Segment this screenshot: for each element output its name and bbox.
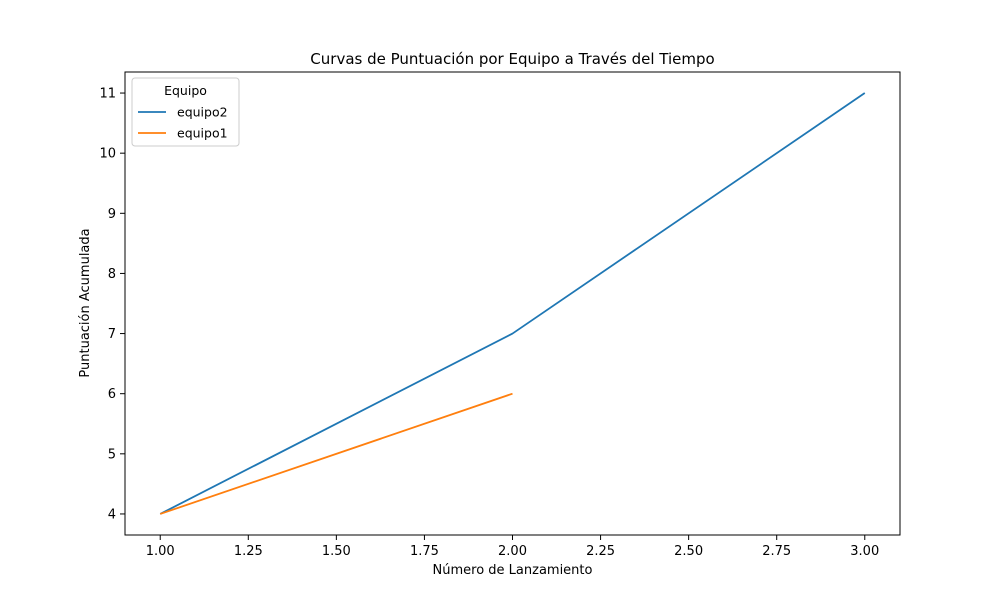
y-tick-label: 4 (108, 507, 116, 522)
legend: Equipo equipo2 equipo1 (131, 77, 240, 147)
legend-box (131, 77, 240, 147)
x-tick-label: 2.25 (586, 544, 615, 559)
x-tick-label: 2.00 (498, 544, 527, 559)
legend-label-equipo2: equipo2 (177, 105, 228, 120)
y-tick-label: 9 (108, 207, 116, 222)
series-line-equipo1 (159, 392, 513, 515)
series-line-equipo2 (159, 92, 866, 515)
legend-title: Equipo (164, 83, 207, 98)
x-tick-label: 3.00 (850, 544, 879, 559)
x-tick-label: 1.00 (146, 544, 175, 559)
x-tick-label: 1.25 (234, 544, 263, 559)
legend-entries: equipo2 equipo1 (138, 105, 228, 141)
x-tick-label: 1.50 (322, 544, 351, 559)
x-axis-label: Número de Lanzamiento (433, 563, 593, 578)
x-tick-label: 2.75 (762, 544, 791, 559)
axes-frame (124, 71, 901, 536)
y-tick-label: 11 (99, 87, 116, 102)
y-axis-ticks: 4 5 6 7 8 9 10 11 (99, 87, 125, 522)
x-tick-label: 1.75 (410, 544, 439, 559)
chart-title: Curvas de Puntuación por Equipo a Través… (310, 50, 714, 68)
legend-label-equipo1: equipo1 (177, 126, 228, 141)
y-tick-label: 5 (108, 447, 116, 462)
series-lines (159, 92, 866, 515)
y-tick-label: 6 (108, 387, 116, 402)
y-tick-label: 8 (108, 267, 116, 282)
x-axis-ticks: 1.00 1.25 1.50 1.75 2.00 2.25 2.50 2.75 3.00 (146, 535, 879, 559)
y-tick-label: 10 (99, 147, 116, 162)
y-tick-label: 7 (108, 327, 116, 342)
y-axis-label: Puntuación Acumulada (78, 228, 93, 377)
x-tick-label: 2.50 (674, 544, 703, 559)
